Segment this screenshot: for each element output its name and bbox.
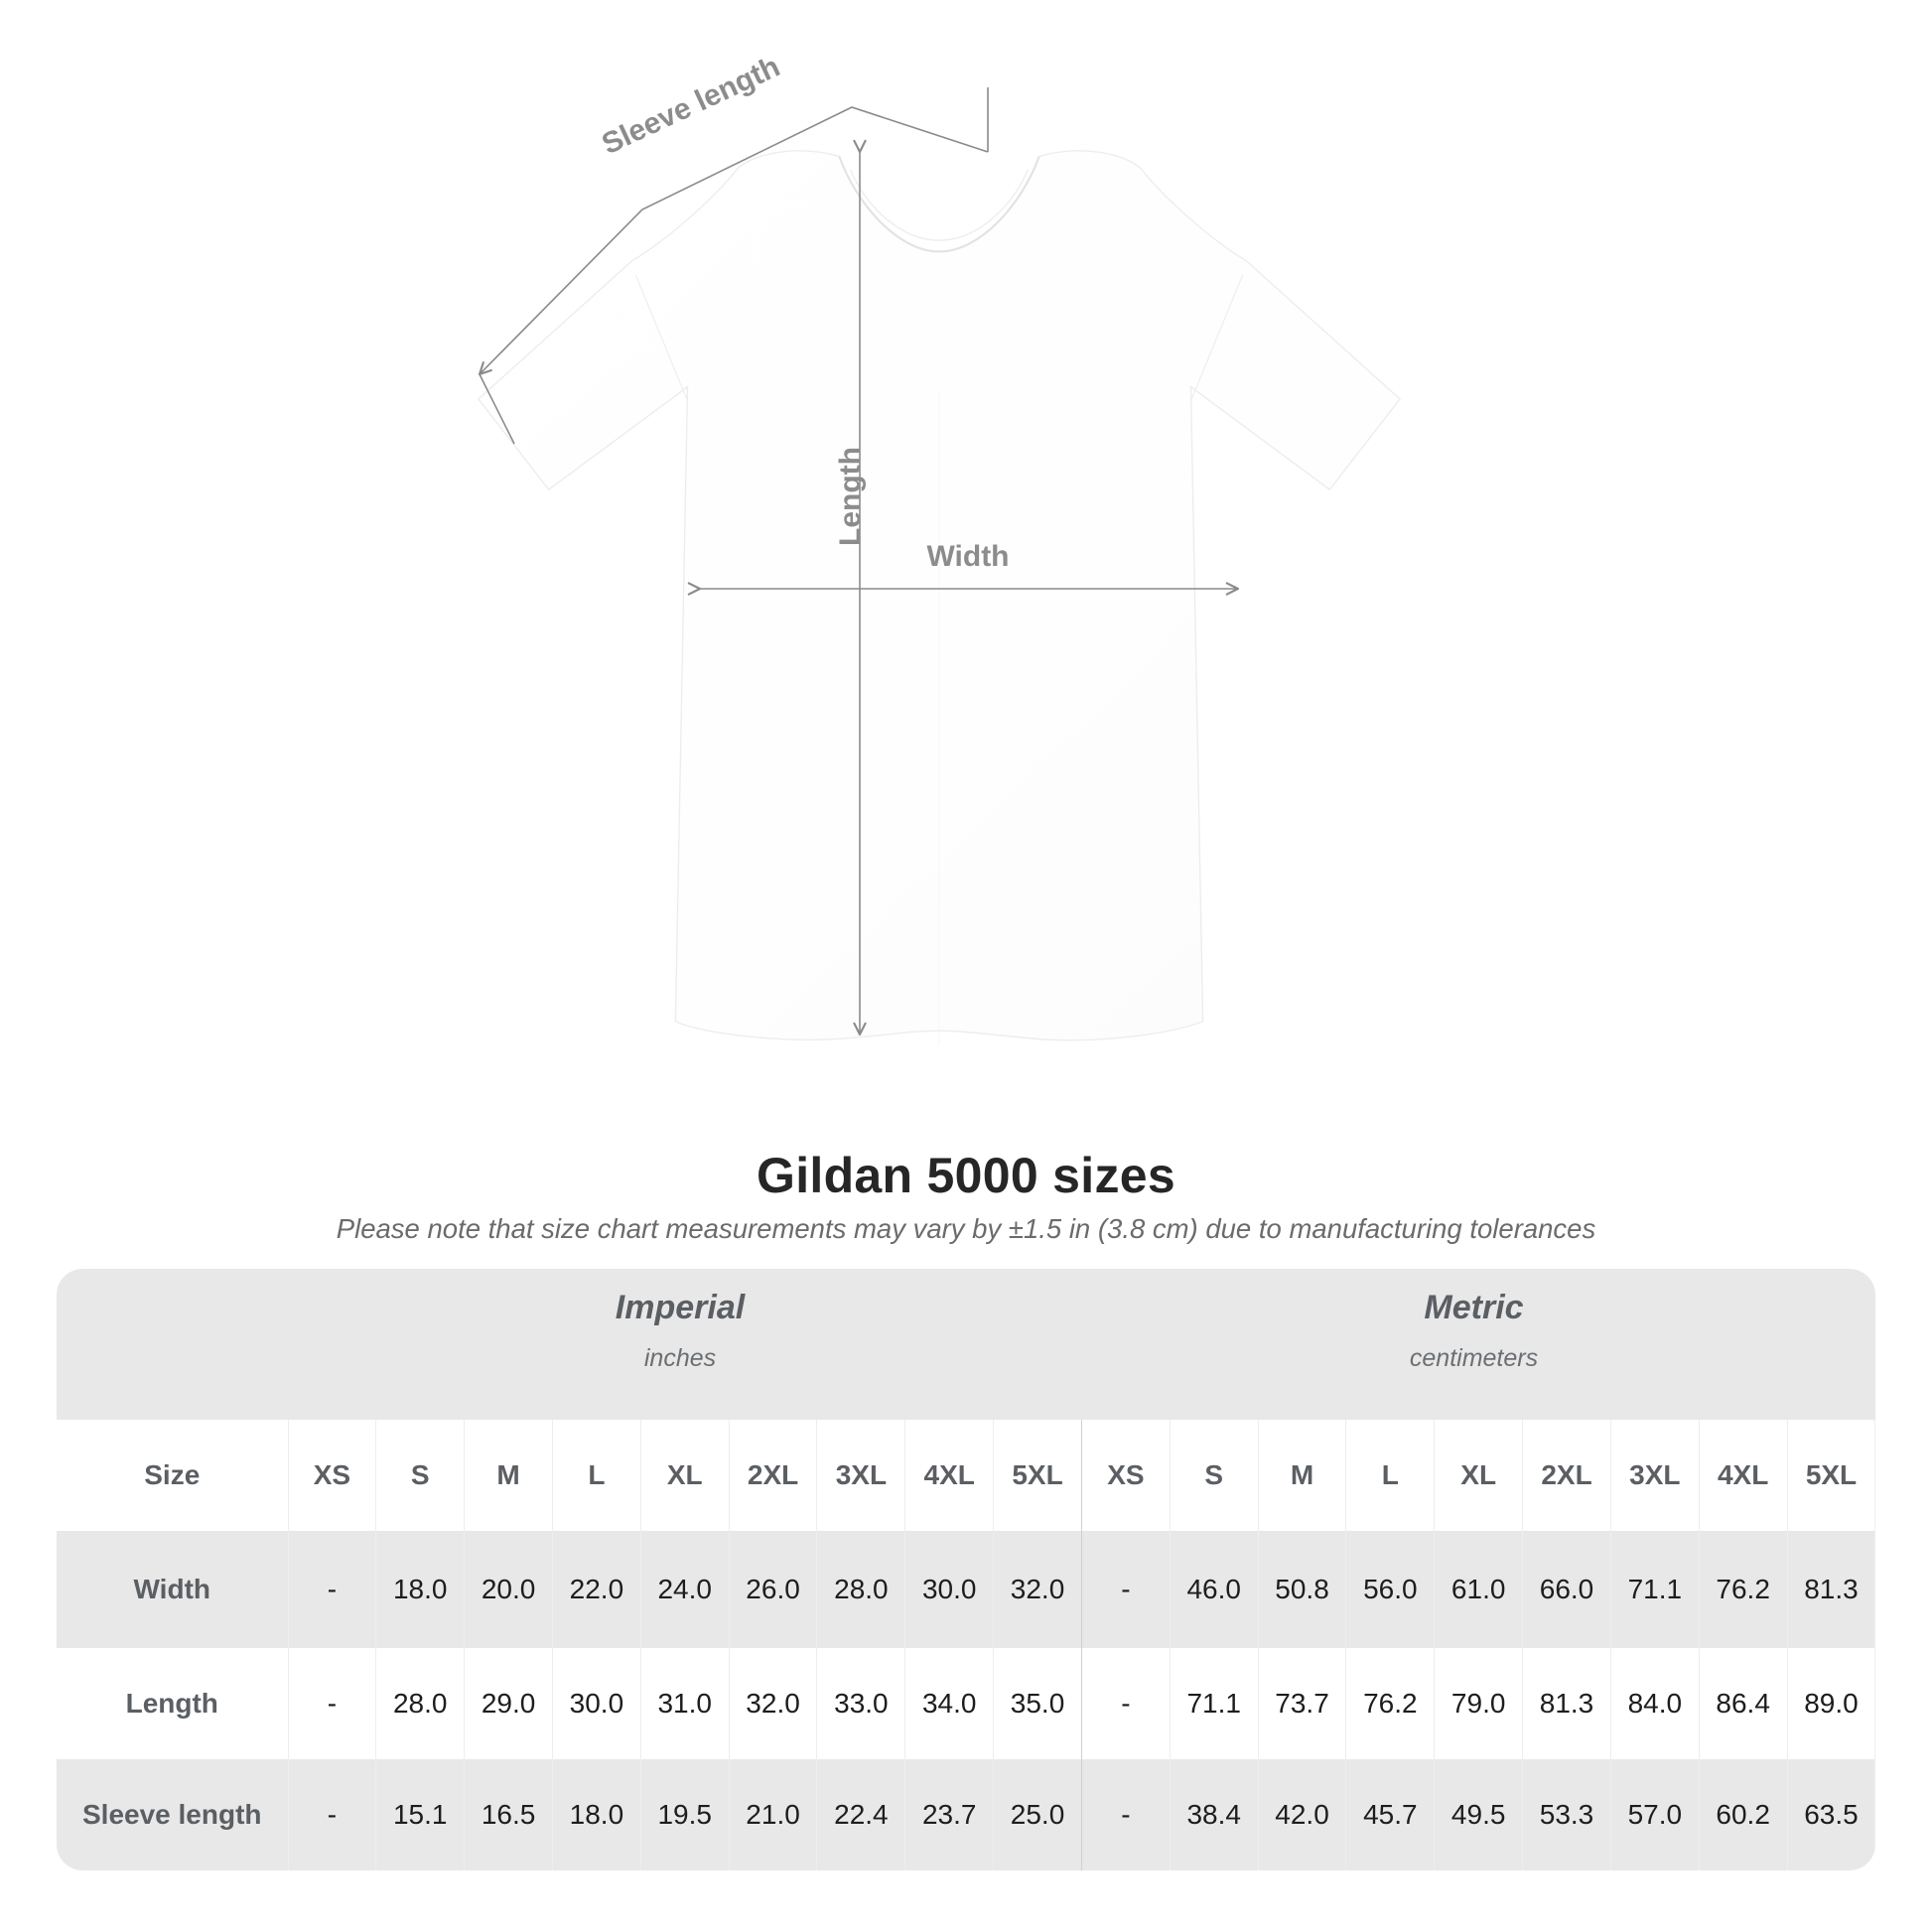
svg-text:Sleeve length: Sleeve length [597, 51, 784, 162]
svg-text:Length: Length [834, 447, 867, 546]
svg-text:Width: Width [926, 540, 1009, 573]
